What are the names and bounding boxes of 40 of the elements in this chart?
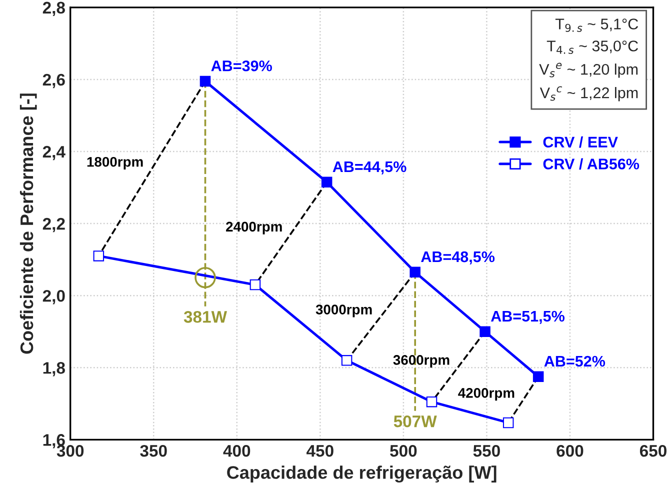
annotation: 3000rpm [316,304,372,318]
y-axis-title: Coeficiente de Performance [-] [20,94,37,354]
legend-label: CRV / EEV [543,136,618,148]
point [250,279,261,290]
y-tick-label: 2,4 [42,146,66,160]
y-tick-label: 2,2 [42,218,65,232]
x-tick-label: 400 [223,444,250,457]
annotation: 507W [394,415,437,428]
annotation: 4200rpm [458,388,514,401]
y-tick-label: 2,0 [42,290,65,304]
annotation: AB=51,5% [490,310,564,324]
point [321,176,332,188]
x-tick-label: 550 [473,444,500,457]
legend-label: CRV / AB56% [543,158,640,170]
point [410,266,420,278]
annotation: 1800rpm [87,156,143,170]
x-tick-label: 350 [140,444,167,457]
point [480,326,490,337]
x-tick-label: 450 [306,444,334,457]
x-tick-label: 500 [390,444,417,457]
point [532,371,544,382]
y-tick-label: 2,6 [42,74,65,88]
text: T$_{9.s}$ ~ 5,1°C T$_{4.s}$ ~ 35,0°C V$_{s}$$^{e}$ ~ 1,20 lpm V$_{s}$$^{c}$ ~ 1,22 lpm [539,18,638,102]
point [426,396,438,408]
x-tick-label: 600 [556,444,584,457]
y-tick-label: 1,8 [43,362,65,376]
point [194,266,216,288]
y-tick-label: 2,8 [42,2,65,16]
point [502,417,514,428]
annotation: AB=39% [211,60,272,72]
point [200,76,211,87]
x-tick-label: 650 [640,444,666,457]
point [93,250,104,262]
annotation: AB=52% [544,356,606,367]
annotation: AB=48,5% [421,251,495,264]
x-axis-title: Capacidade de refrigeração [W] [227,466,496,483]
annotation: 2400rpm [226,222,282,234]
annotation: 381W [184,310,228,323]
point [341,355,352,366]
annotation: AB=44,5% [332,161,406,174]
